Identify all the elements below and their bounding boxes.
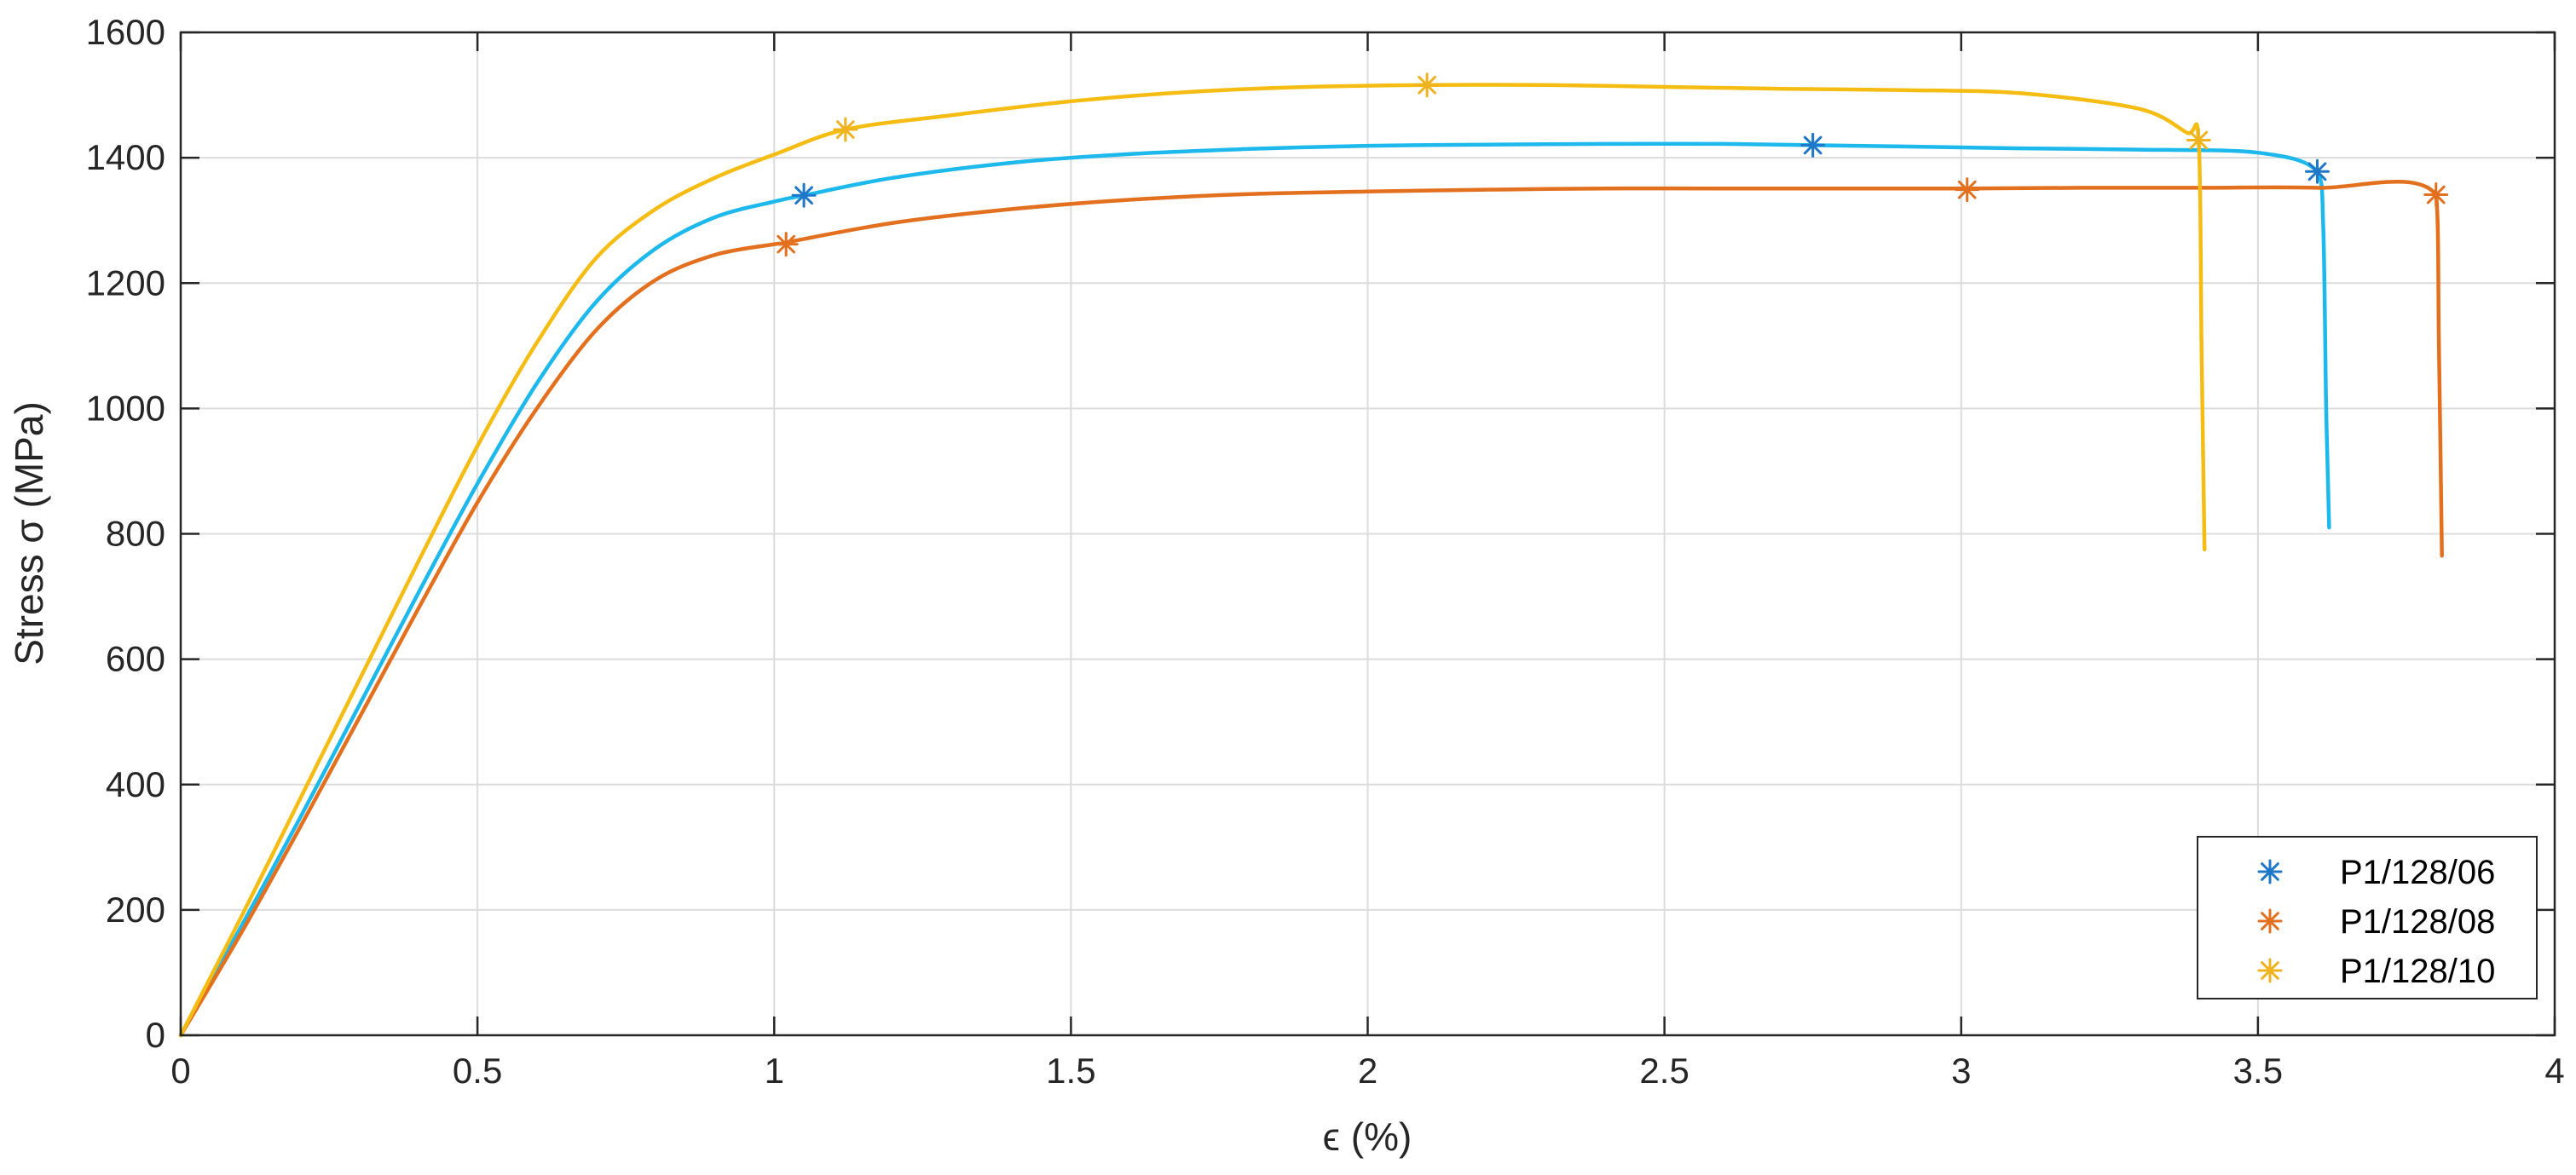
- marker-series-1-point-1: [791, 182, 817, 208]
- x-tick-label: 3: [1951, 1051, 1971, 1091]
- y-tick-label: 600: [106, 639, 165, 679]
- y-tick-label: 0: [146, 1015, 165, 1055]
- legend-marker-2: [2257, 908, 2283, 934]
- marker-series-3-point-2: [1414, 72, 1440, 98]
- x-tick-label: 4: [2544, 1051, 2564, 1091]
- marker-series-1-point-3: [2305, 158, 2330, 184]
- legend-box: [2197, 836, 2538, 999]
- x-tick-label: 1: [765, 1051, 784, 1091]
- x-tick-label: 3.5: [2233, 1051, 2283, 1091]
- series-line-3: [178, 83, 2207, 1038]
- marker-series-2-point-1: [773, 232, 799, 257]
- y-tick-label: 200: [106, 890, 165, 930]
- legend-items: P1/128/06 P1/128/08 P1/128/10: [2257, 854, 2495, 990]
- x-tick-label: 0: [170, 1051, 190, 1091]
- y-tick-label: 1000: [86, 388, 165, 428]
- series-lines: [178, 83, 2444, 1038]
- axis-ticks: [179, 31, 2556, 1037]
- grid-lines: [181, 32, 2555, 1035]
- x-axis-label: ϵ (%): [1323, 1115, 1412, 1159]
- legend-label-3: P1/128/10: [2340, 953, 2495, 990]
- y-tick-label: 1400: [86, 137, 165, 177]
- legend-label-2: P1/128/08: [2340, 903, 2495, 941]
- x-tick-label: 2: [1358, 1051, 1378, 1091]
- legend-label-1: P1/128/06: [2340, 854, 2495, 891]
- y-tick-label: 1200: [86, 262, 165, 302]
- y-tick-label: 400: [106, 764, 165, 804]
- legend-marker-3: [2257, 958, 2283, 983]
- tick-labels: 0 0.5 1 1.5 2 2.5 3 3.5 4 0 200 400 600 800 1000 1200 14…: [86, 12, 2565, 1091]
- x-tick-label: 0.5: [453, 1051, 502, 1091]
- x-tick-label: 1.5: [1046, 1051, 1095, 1091]
- marker-series-3-point-3: [2186, 128, 2211, 153]
- marker-series-2-point-2: [1955, 177, 1980, 203]
- marker-series-3-point-1: [833, 117, 858, 142]
- marker-series-2-point-3: [2423, 182, 2449, 208]
- y-axis-label: Stress σ (MPa): [7, 401, 51, 665]
- legend: P1/128/06 P1/128/08 P1/128/10: [2197, 836, 2538, 999]
- y-tick-label: 1600: [86, 12, 165, 52]
- x-tick-label: 2.5: [1639, 1051, 1689, 1091]
- marker-series-1-point-2: [1800, 132, 1826, 158]
- series-markers: [773, 72, 2449, 257]
- series-line-1: [178, 141, 2331, 1038]
- y-tick-label: 800: [106, 514, 165, 554]
- legend-marker-1: [2257, 859, 2283, 884]
